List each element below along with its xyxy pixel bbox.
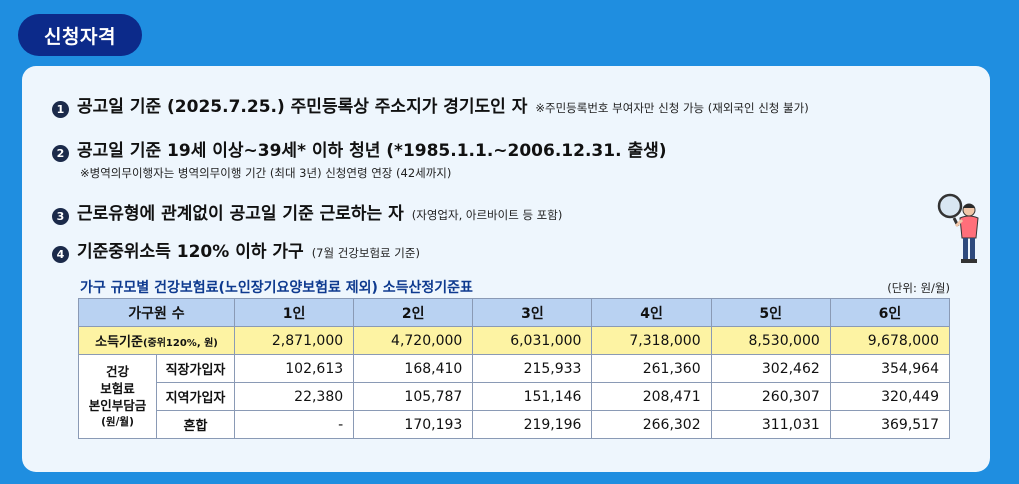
income-label: 소득기준(중위120%, 원) xyxy=(78,326,235,355)
income-value: 7,318,000 xyxy=(591,326,712,355)
criterion-4-text: 기준중위소득 120% 이하 가구 xyxy=(77,242,304,262)
table-cell: 22,380 xyxy=(233,382,355,411)
table-cell: 170,193 xyxy=(353,410,474,439)
table-title: 가구 규모별 건강보험료(노인장기요양보험료 제외) 소득산정기준표 xyxy=(80,280,473,296)
header-col: 1인 xyxy=(233,298,355,327)
header-col: 3인 xyxy=(472,298,593,327)
income-value: 6,031,000 xyxy=(472,326,593,355)
row-label: 지역가입자 xyxy=(156,382,235,411)
table-cell: 266,302 xyxy=(591,410,712,439)
criterion-1-text: 공고일 기준 (2025.7.25.) 주민등록상 주소지가 경기도인 자 xyxy=(77,97,528,117)
number-1-icon: 1 xyxy=(52,101,69,118)
table-cell: 311,031 xyxy=(710,410,831,439)
table-row: 지역가입자 22,380 105,787 151,146 208,471 260… xyxy=(79,382,951,411)
criterion-4-note: (7월 건강보험료 기준) xyxy=(311,246,420,260)
table-cell: 215,933 xyxy=(472,354,593,383)
header-col: 6인 xyxy=(829,298,951,327)
table-cell: 208,471 xyxy=(591,382,712,411)
criterion-2-note: ※병역의무이행자는 병역의무이행 기간 (최대 3년) 신청연령 연장 (42세… xyxy=(80,166,452,180)
criterion-3-text: 근로유형에 관계없이 공고일 기준 근로하는 자 xyxy=(77,204,404,224)
criterion-1-note: ※주민등록번호 부여자만 신청 가능 (재외국인 신청 불가) xyxy=(535,101,809,115)
section-badge: 신청자격 xyxy=(18,14,142,56)
income-table: 가구원 수 1인 2인 3인 4인 5인 6인 소득기준(중위120%, 원) … xyxy=(78,298,951,439)
table-cell: 151,146 xyxy=(472,382,593,411)
income-value: 4,720,000 xyxy=(353,326,474,355)
magnifier-person-icon xyxy=(937,193,979,263)
table-cell: 320,449 xyxy=(829,382,951,411)
table-cell: 261,360 xyxy=(591,354,712,383)
header-col: 2인 xyxy=(353,298,474,327)
income-value: 8,530,000 xyxy=(710,326,831,355)
table-header-row: 가구원 수 1인 2인 3인 4인 5인 6인 xyxy=(78,298,951,327)
criterion-2: 2 공고일 기준 19세 이상~39세* 이하 청년 (*1985.1.1.~2… xyxy=(52,136,667,162)
income-value: 9,678,000 xyxy=(829,326,951,355)
table-cell: 219,196 xyxy=(472,410,593,439)
table-cell: 105,787 xyxy=(353,382,474,411)
table-cell: 302,462 xyxy=(710,354,831,383)
table-row: 건강 보험료 본인부담금 (원/월) 직장가입자 102,613 168,410… xyxy=(78,354,951,439)
criterion-2-text: 공고일 기준 19세 이상~39세* 이하 청년 (*1985.1.1.~200… xyxy=(77,141,667,161)
table-cell: 369,517 xyxy=(829,410,951,439)
table-cell: 260,307 xyxy=(710,382,831,411)
table-row: 혼합 - 170,193 219,196 266,302 311,031 369… xyxy=(79,410,951,439)
table-cell: 168,410 xyxy=(353,354,474,383)
eligibility-card: 1 공고일 기준 (2025.7.25.) 주민등록상 주소지가 경기도인 자 … xyxy=(22,66,990,472)
criterion-3: 3 근로유형에 관계없이 공고일 기준 근로하는 자 (자영업자, 아르바이트 … xyxy=(52,199,563,225)
income-row: 소득기준(중위120%, 원) 2,871,000 4,720,000 6,03… xyxy=(78,326,951,355)
number-2-icon: 2 xyxy=(52,145,69,162)
header-household: 가구원 수 xyxy=(78,298,235,327)
criterion-4: 4 기준중위소득 120% 이하 가구 (7월 건강보험료 기준) xyxy=(52,237,420,263)
row-label: 직장가입자 xyxy=(156,354,235,383)
table-cell: 102,613 xyxy=(233,354,355,383)
table-cell: - xyxy=(233,410,355,439)
income-value: 2,871,000 xyxy=(233,326,355,355)
table-unit: (단위: 원/월) xyxy=(887,281,950,295)
criterion-3-note: (자영업자, 아르바이트 등 포함) xyxy=(411,208,563,222)
criterion-1: 1 공고일 기준 (2025.7.25.) 주민등록상 주소지가 경기도인 자 … xyxy=(52,92,809,118)
number-4-icon: 4 xyxy=(52,246,69,263)
premium-group-label: 건강 보험료 본인부담금 (원/월) xyxy=(78,354,157,439)
number-3-icon: 3 xyxy=(52,208,69,225)
header-col: 4인 xyxy=(591,298,712,327)
row-label: 혼합 xyxy=(156,410,235,439)
header-col: 5인 xyxy=(710,298,831,327)
table-cell: 354,964 xyxy=(829,354,951,383)
